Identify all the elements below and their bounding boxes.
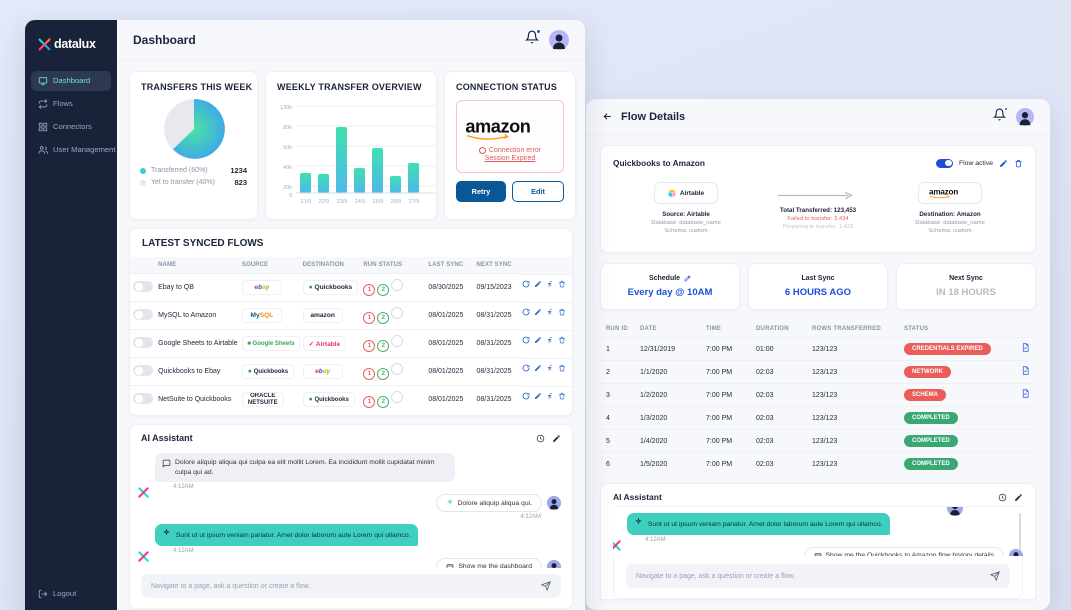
svg-text:24/9: 24/9 — [355, 199, 366, 205]
svg-text:22/9: 22/9 — [319, 199, 330, 205]
svg-text:40k: 40k — [283, 165, 292, 171]
svg-text:130k: 130k — [280, 105, 292, 111]
svg-text:23/9: 23/9 — [337, 199, 348, 205]
svg-text:0: 0 — [289, 193, 292, 199]
svg-text:50k: 50k — [283, 145, 292, 151]
svg-text:80k: 80k — [283, 125, 292, 131]
svg-text:27/9: 27/9 — [409, 199, 420, 205]
svg-text:amazon: amazon — [929, 188, 958, 197]
svg-text:20k: 20k — [283, 185, 292, 191]
svg-text:25/9: 25/9 — [373, 199, 384, 205]
svg-text:21/9: 21/9 — [301, 199, 312, 205]
svg-text:amazon: amazon — [465, 116, 530, 136]
svg-text:26/9: 26/9 — [391, 199, 402, 205]
